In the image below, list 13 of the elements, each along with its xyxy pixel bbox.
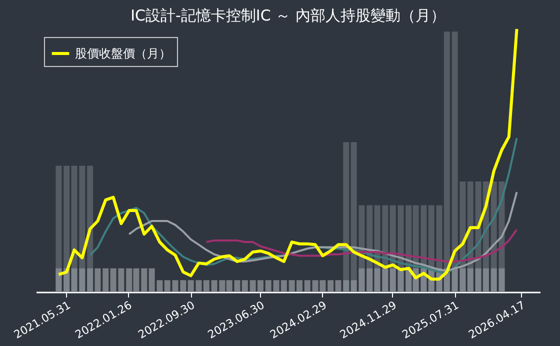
bar	[141, 268, 148, 292]
bar	[467, 268, 474, 292]
bar	[102, 268, 109, 292]
bar	[242, 280, 248, 292]
legend-label: 股價收盤價（月）	[75, 46, 171, 60]
bar	[343, 280, 350, 292]
bar	[164, 280, 170, 292]
chart-title: IC設計-記憶卡控制IC ～ 內部人持股變動（月）	[130, 6, 446, 24]
bar	[366, 268, 373, 292]
bar	[265, 280, 272, 292]
bar	[304, 280, 310, 292]
bar	[203, 280, 210, 292]
bar	[56, 268, 62, 292]
